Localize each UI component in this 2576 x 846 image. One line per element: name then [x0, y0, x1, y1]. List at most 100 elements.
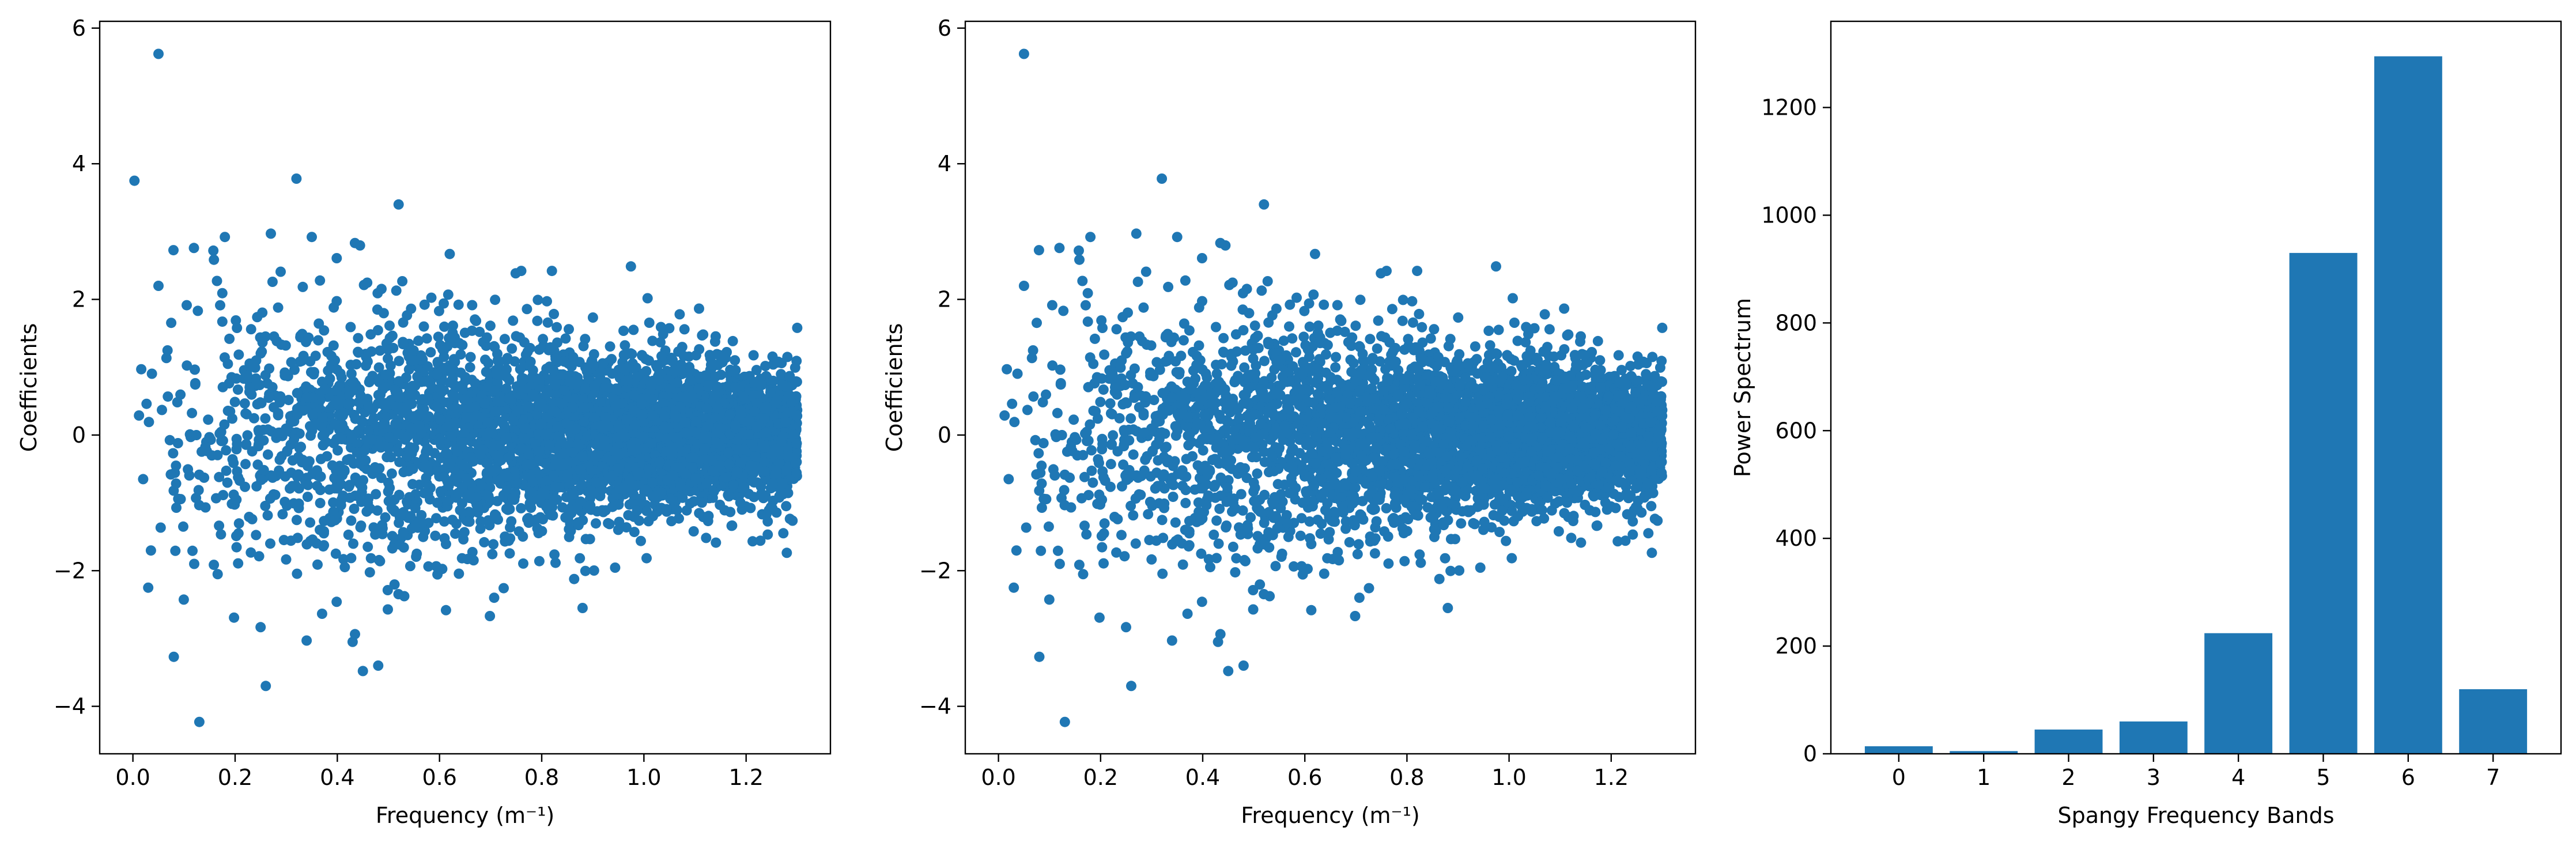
- scatter-point: [231, 494, 242, 505]
- scatter-point: [413, 335, 424, 346]
- scatter-point: [579, 416, 590, 427]
- scatter-point: [675, 481, 686, 492]
- scatter-point: [485, 611, 496, 621]
- scatter-point: [646, 438, 657, 449]
- scatter-point: [357, 482, 368, 493]
- scatter-point: [783, 488, 794, 498]
- scatter-point: [589, 412, 600, 422]
- scatter-point: [255, 622, 266, 633]
- scatter-point: [329, 420, 340, 430]
- scatter-point: [350, 472, 361, 483]
- scatter-point: [182, 360, 192, 371]
- scatter-point: [240, 481, 251, 492]
- scatter-point: [203, 414, 214, 425]
- scatter-point: [726, 520, 737, 531]
- scatter-point: [222, 405, 233, 416]
- scatter-point: [792, 410, 803, 421]
- scatter-point: [316, 609, 327, 619]
- scatter-point: [379, 418, 390, 429]
- scatter-point: [492, 496, 503, 507]
- scatter-point: [636, 399, 647, 410]
- scatter-point: [502, 471, 513, 482]
- scatter-point: [545, 342, 556, 353]
- scatter-point: [636, 535, 646, 546]
- scatter-point: [214, 428, 225, 439]
- scatter-point: [661, 446, 671, 457]
- y-tick-label: −4: [54, 694, 86, 719]
- scatter-point: [491, 364, 502, 375]
- scatter-point: [661, 506, 672, 517]
- scatter-point: [182, 300, 192, 311]
- scatter-point: [216, 529, 226, 540]
- scatter-point: [269, 331, 279, 342]
- scatter-point: [168, 651, 179, 662]
- scatter-point: [627, 445, 637, 456]
- scatter-point: [570, 424, 581, 435]
- scatter-point: [294, 443, 305, 454]
- scatter-point: [550, 380, 561, 391]
- scatter-point: [527, 477, 538, 488]
- scatter-point: [347, 386, 358, 396]
- scatter-point: [419, 452, 429, 463]
- scatter-point: [507, 343, 518, 354]
- scatter-point: [217, 316, 228, 327]
- scatter-point: [172, 397, 183, 407]
- scatter-point: [724, 459, 735, 470]
- scatter-point: [453, 299, 464, 310]
- scatter-point: [777, 430, 788, 441]
- scatter-point: [301, 635, 312, 646]
- scatter-point: [756, 488, 767, 499]
- scatter-point: [219, 419, 230, 430]
- scatter-point: [1211, 322, 1221, 333]
- scatter-point: [439, 298, 449, 309]
- scatter-point: [315, 275, 326, 286]
- scatter-point: [515, 364, 526, 375]
- scatter-point: [701, 403, 712, 414]
- scatter-point: [301, 392, 312, 403]
- scatter-point: [730, 355, 741, 366]
- scatter-point: [481, 332, 492, 343]
- scatter-point: [281, 554, 292, 565]
- scatter-point: [333, 445, 343, 456]
- scatter-point: [361, 506, 372, 517]
- scatter-point: [357, 666, 368, 677]
- scatter-point: [1387, 304, 1397, 315]
- scatter-point: [412, 371, 423, 382]
- scatter-point: [335, 500, 346, 511]
- scatter-point: [727, 335, 738, 346]
- scatter-point: [745, 460, 756, 471]
- scatter-point: [331, 386, 342, 397]
- scatter-point: [578, 341, 589, 352]
- scatter-point: [647, 335, 658, 346]
- scatter-point: [571, 379, 581, 390]
- scatter-point: [433, 331, 444, 342]
- scatter-point: [508, 315, 519, 326]
- scatter-point: [432, 369, 443, 380]
- scatter-point: [305, 421, 315, 432]
- scatter-point: [386, 468, 397, 479]
- scatter-point: [307, 232, 317, 243]
- scatter-point: [563, 512, 574, 523]
- scatter-point: [595, 396, 606, 407]
- scatter-point: [548, 365, 559, 376]
- scatter-point: [303, 332, 314, 343]
- scatter-point: [501, 432, 512, 443]
- scatter-point: [544, 440, 555, 451]
- scatter-point: [194, 469, 205, 480]
- scatter-point: [522, 346, 533, 357]
- scatter-point: [313, 335, 324, 346]
- scatter-point: [168, 448, 179, 459]
- scatter-point: [214, 471, 225, 482]
- scatter-point: [690, 350, 701, 361]
- scatter-point: [784, 451, 795, 462]
- scatter-point: [451, 403, 462, 413]
- scatter-point: [688, 452, 698, 463]
- scatter-point: [1099, 518, 1110, 529]
- scatter-point: [580, 534, 591, 545]
- scatter-point: [755, 535, 766, 546]
- scatter-point: [1033, 448, 1044, 459]
- scatter-point: [439, 321, 450, 332]
- scatter-point: [485, 466, 496, 477]
- scatter-point: [672, 432, 683, 443]
- scatter-point: [362, 541, 373, 552]
